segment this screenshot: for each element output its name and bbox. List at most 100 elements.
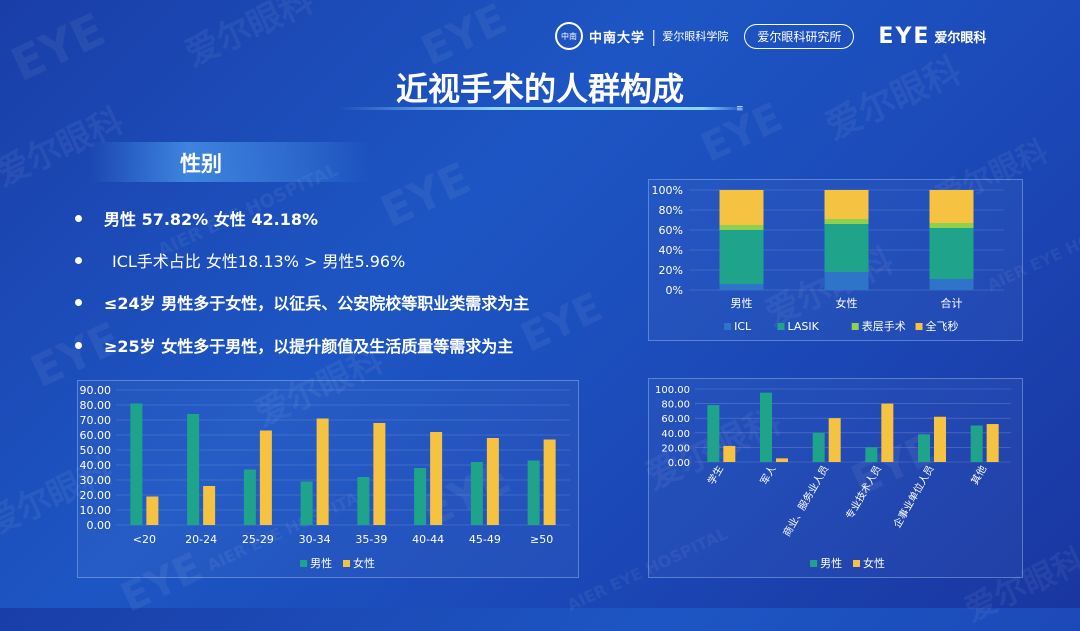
bar bbox=[881, 403, 894, 462]
y-tick-label: 80.00 bbox=[80, 399, 112, 412]
bullet-text: ICL手术占比 女性18.13% > 男性5.96% bbox=[112, 252, 406, 271]
x-tick-label: 合计 bbox=[941, 296, 963, 310]
section-header-label: 性别 bbox=[180, 152, 222, 176]
x-tick-label: 女性 bbox=[836, 296, 858, 310]
bar bbox=[187, 414, 200, 525]
x-tick-label: 20-24 bbox=[185, 533, 217, 546]
x-tick-label: 专业技术人员 bbox=[843, 463, 884, 521]
bullet-dot bbox=[75, 214, 82, 222]
bar bbox=[243, 469, 256, 525]
x-tick-label: 军人 bbox=[758, 464, 778, 487]
legend-label: 男性 bbox=[310, 556, 332, 570]
y-tick-label: 0.00 bbox=[87, 519, 112, 532]
bar bbox=[430, 432, 443, 525]
y-tick-label: 20% bbox=[659, 264, 683, 277]
x-tick-label: 男性 bbox=[731, 296, 753, 310]
age-distribution-chart-svg: 90.00 80.00 70.00 60.00 50.00 40.00 30.00 20.00… bbox=[80, 384, 570, 570]
y-tick-label: 0% bbox=[666, 284, 683, 297]
legend-swatch bbox=[810, 560, 818, 567]
bar bbox=[316, 418, 329, 525]
bar-segment bbox=[719, 284, 764, 290]
y-tick-label: 10.00 bbox=[80, 504, 112, 517]
legend-label: 女性 bbox=[353, 556, 375, 570]
bar bbox=[812, 432, 825, 462]
bar-segment bbox=[719, 230, 764, 284]
bar bbox=[723, 445, 736, 462]
bar-segment bbox=[824, 219, 869, 224]
x-tick-label: 25-29 bbox=[242, 533, 274, 546]
brand-logo: EYE bbox=[878, 23, 931, 49]
bullet-text: 男性 57.82% 女性 42.18% bbox=[104, 210, 318, 229]
y-tick-label: 90.00 bbox=[80, 384, 112, 397]
bar bbox=[373, 423, 386, 525]
y-tick-label: 60.00 bbox=[80, 429, 112, 442]
legend-label: LASIK bbox=[787, 320, 819, 333]
x-tick-label: 学生 bbox=[705, 463, 726, 487]
brand-name: 爱尔眼科 bbox=[934, 30, 987, 46]
legend-swatch bbox=[343, 560, 350, 567]
legend-label: 表层手术 bbox=[862, 319, 906, 333]
title-underline bbox=[338, 107, 743, 110]
bar-segment bbox=[824, 190, 869, 219]
bar-segment bbox=[929, 228, 974, 279]
x-tick-label: 企事业单位人员 bbox=[890, 463, 936, 530]
legend-swatch bbox=[724, 323, 732, 330]
bar bbox=[527, 460, 540, 525]
x-tick-label: <20 bbox=[133, 533, 156, 546]
bar bbox=[760, 392, 772, 462]
y-tick-label: 80.00 bbox=[661, 400, 690, 411]
bar bbox=[259, 430, 272, 525]
university-name: 中南大学 bbox=[589, 30, 646, 46]
bullet-item: 男性 57.82% 女性 42.18% bbox=[75, 206, 318, 230]
bar bbox=[986, 424, 999, 462]
bullet-text: ≥25岁 女性多于男性，以提升颜值及生活质量等需求为主 bbox=[104, 337, 514, 356]
university-seal-logo: 中南 bbox=[555, 22, 583, 50]
x-tick-label: 45-49 bbox=[469, 533, 501, 546]
y-tick-label: 40% bbox=[659, 244, 683, 257]
legend-swatch bbox=[915, 323, 923, 330]
y-tick-label: 60% bbox=[659, 224, 683, 237]
university-seal-text: 中南 bbox=[561, 31, 577, 41]
bullet-dot bbox=[75, 256, 82, 264]
header-logos: 中南 中南大学 | 爱尔眼科学院 爱尔眼科研究所 EYE 爱尔眼科 bbox=[555, 20, 1040, 52]
bar bbox=[357, 477, 370, 525]
bar bbox=[146, 496, 159, 525]
y-tick-label: 100% bbox=[652, 184, 683, 197]
bullet-text: ≤24岁 男性多于女性，以征兵、公安院校等职业类需求为主 bbox=[104, 294, 530, 313]
legend-swatch bbox=[777, 323, 785, 330]
y-tick-label: 20.00 bbox=[80, 489, 112, 502]
bar-segment bbox=[929, 279, 974, 290]
bar-segment bbox=[824, 224, 869, 272]
hospital-school-name: 爱尔眼科学院 bbox=[662, 30, 729, 43]
bar bbox=[828, 418, 841, 462]
bar-segment bbox=[929, 190, 974, 223]
y-tick-label: 30.00 bbox=[80, 474, 112, 487]
bar bbox=[707, 405, 720, 462]
y-tick-label: 100.00 bbox=[655, 385, 690, 396]
bar-segment bbox=[929, 223, 974, 228]
bullet-item: ≥25岁 女性多于男性，以提升颜值及生活质量等需求为主 bbox=[75, 333, 513, 357]
legend-swatch bbox=[300, 560, 308, 567]
bar bbox=[934, 416, 946, 462]
bullet-dot bbox=[75, 298, 82, 306]
watermark-text: EYE bbox=[373, 152, 479, 239]
bullet-dot bbox=[75, 341, 82, 349]
legend-swatch bbox=[851, 323, 859, 330]
title-decoration: ≡ bbox=[736, 104, 744, 114]
logo-separator: | bbox=[651, 26, 657, 46]
institute-badge: 爱尔眼科研究所 bbox=[744, 23, 855, 49]
bar bbox=[543, 439, 556, 525]
x-tick-label: 30-34 bbox=[299, 533, 331, 546]
bar bbox=[970, 425, 983, 462]
legend-label: 男性 bbox=[820, 556, 842, 570]
legend-label: 女性 bbox=[863, 556, 885, 570]
bar bbox=[918, 434, 930, 462]
x-tick-label: 商业、服务业人员 bbox=[780, 463, 831, 539]
occupation-chart-svg: 100.00 80.00 60.00 40.00 20.00 0.00 学生 军人 商业、服务业… bbox=[655, 385, 1011, 570]
y-tick-label: 0.00 bbox=[668, 458, 690, 469]
y-tick-label: 80% bbox=[659, 204, 683, 217]
bar-segment bbox=[824, 272, 869, 290]
legend-label: ICL bbox=[734, 320, 752, 333]
bar bbox=[203, 486, 216, 525]
surgery-type-chart: 100% 80% 60% 40% 20% 0% 男性 女性 合计 ICL LASIK 表层手术 全飞秒 bbox=[648, 179, 1023, 341]
